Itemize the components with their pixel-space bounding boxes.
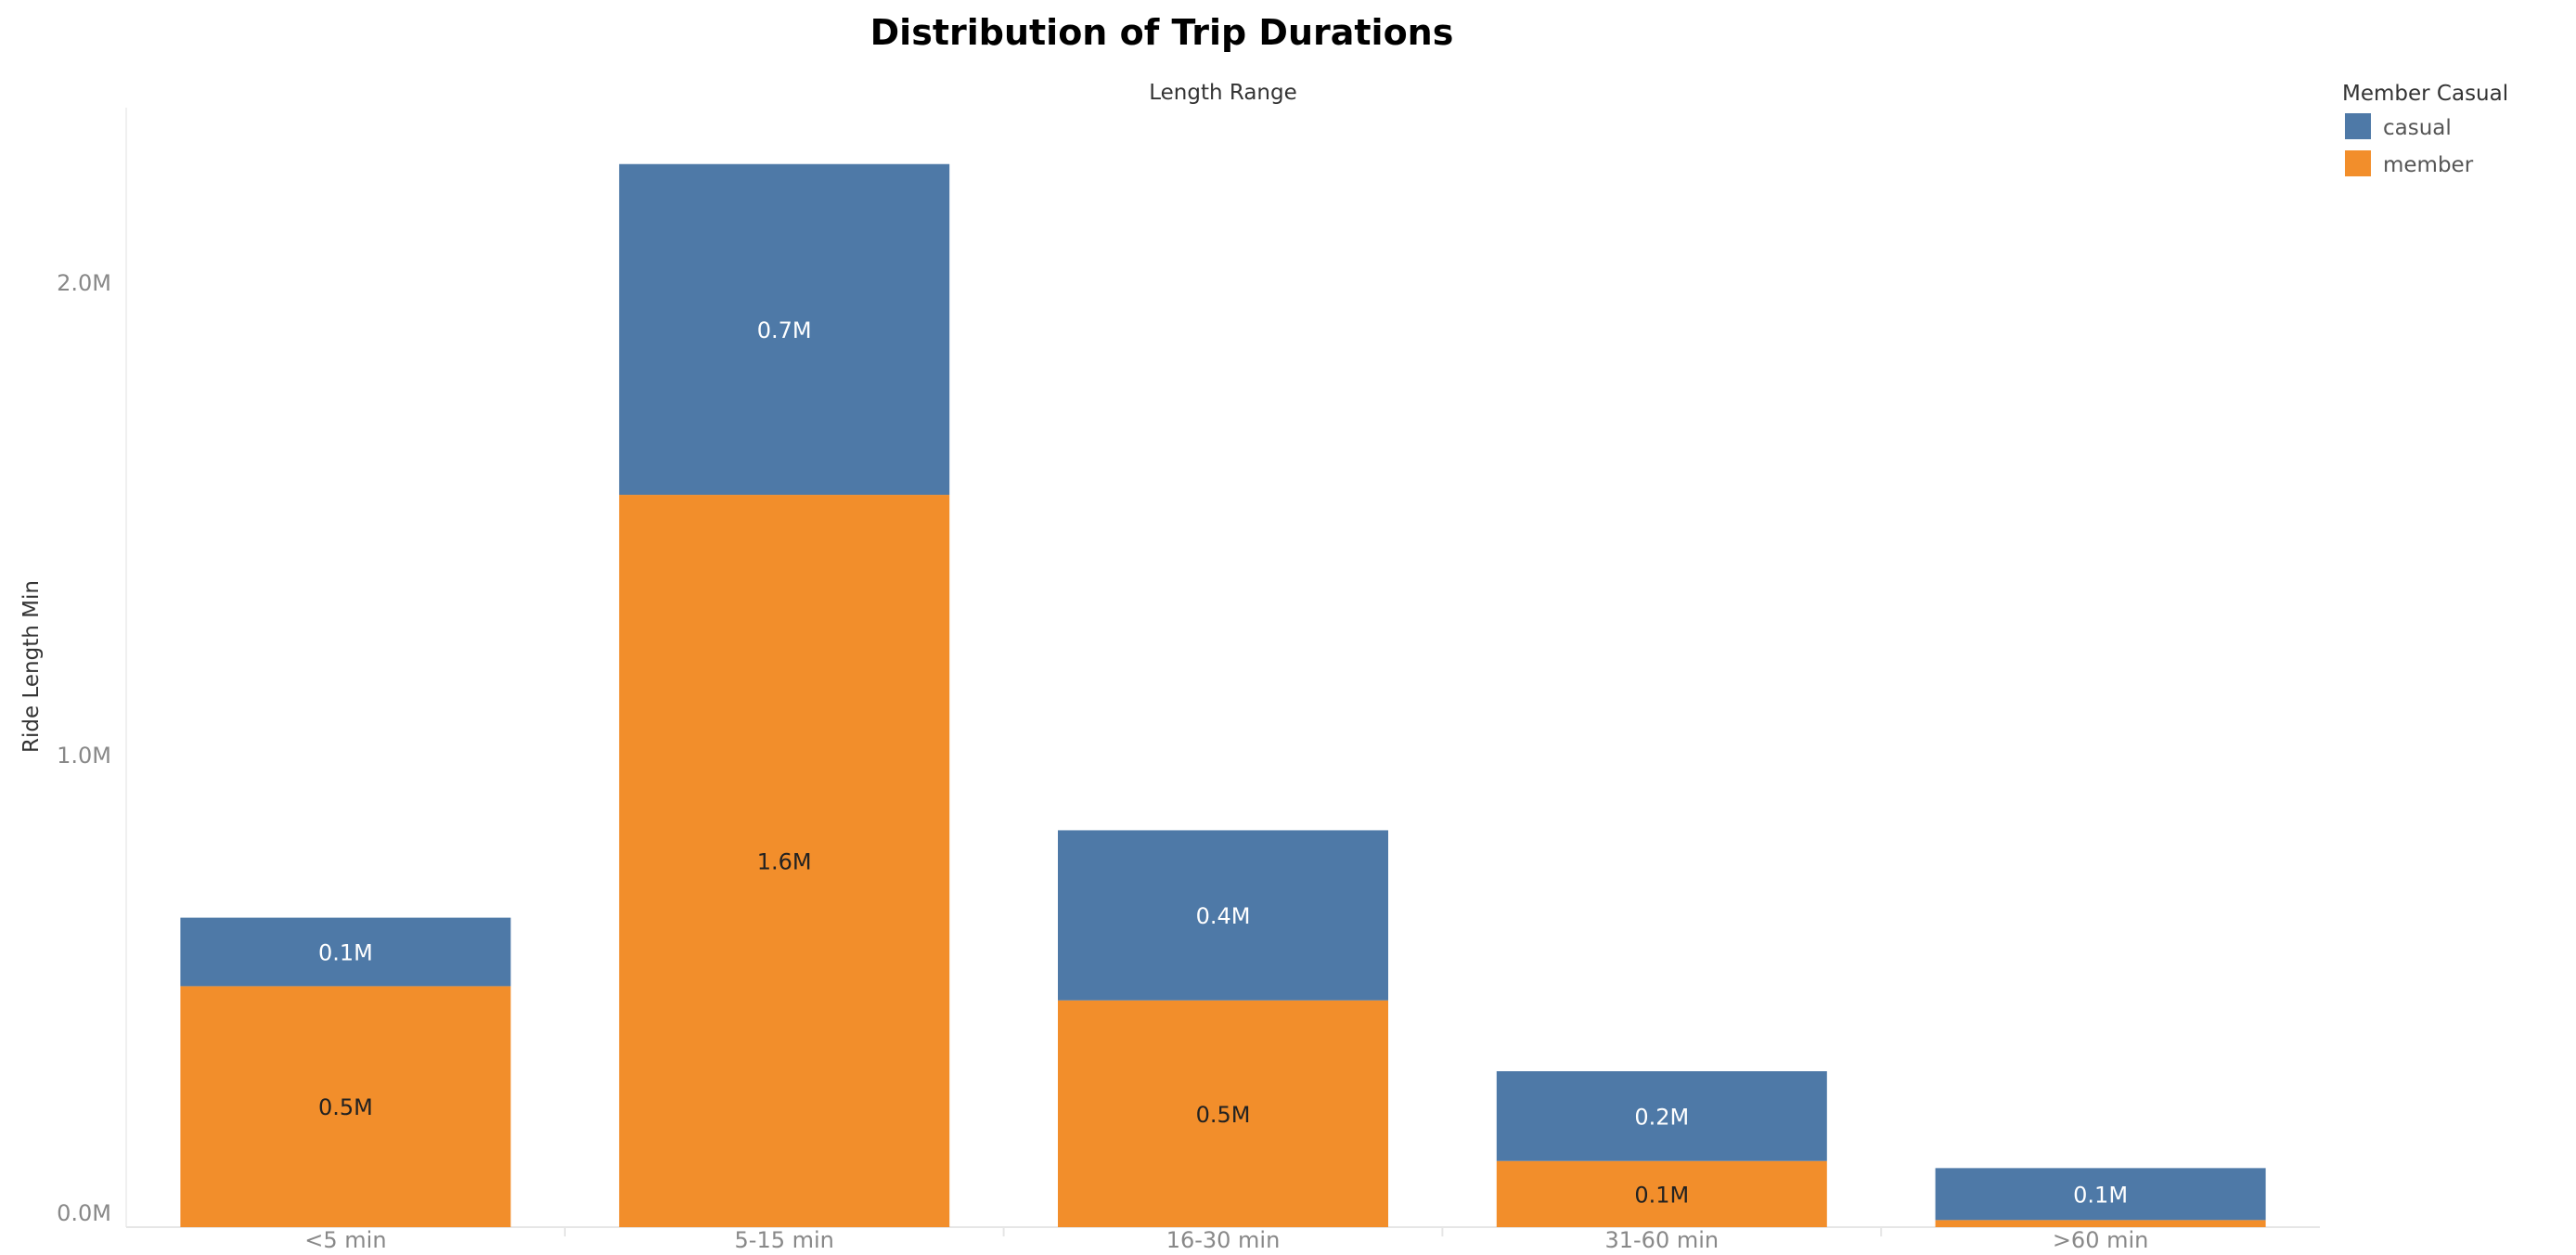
y-axis-title: Ride Length Min: [19, 580, 44, 753]
x-axis-title: Length Range: [1149, 81, 1297, 105]
legend: Member Casual casual member: [2342, 82, 2508, 177]
bar-segment-member[interactable]: [1058, 1000, 1388, 1227]
data-label: 0.1M: [1634, 1182, 1689, 1208]
x-tick-label: >60 min: [2053, 1227, 2149, 1253]
chart-title: Distribution of Trip Durations: [870, 12, 1454, 53]
bar-segment-casual[interactable]: [180, 917, 511, 987]
data-label: 0.5M: [1196, 1102, 1251, 1128]
bar-segment-casual[interactable]: [619, 163, 950, 496]
data-label: 0.2M: [1634, 1104, 1689, 1130]
legend-title: Member Casual: [2342, 82, 2508, 106]
bar-segment-member[interactable]: [1496, 1160, 1827, 1227]
data-label: 1.6M: [757, 849, 812, 875]
x-tick-label: 5-15 min: [735, 1227, 834, 1253]
legend-swatch-member[interactable]: [2345, 150, 2371, 176]
y-tick-label: 1.0M: [57, 743, 111, 769]
x-tick-label: 16-30 min: [1166, 1227, 1281, 1253]
legend-swatch-casual[interactable]: [2345, 113, 2371, 139]
bar-segment-member[interactable]: [180, 986, 511, 1227]
legend-label-member: member: [2383, 153, 2474, 177]
data-label: 0.4M: [1196, 903, 1251, 929]
bar-segment-casual[interactable]: [1935, 1168, 2266, 1221]
data-label: 0.5M: [318, 1094, 373, 1120]
bar-segment-casual[interactable]: [1058, 830, 1388, 1001]
plot-area: 0.0M 1.0M 2.0M 0.5M 0.1M <5 min 1.6M 0.7M 5-15 m…: [57, 108, 2320, 1253]
y-tick-label: 0.0M: [57, 1200, 111, 1226]
bar-segment-casual[interactable]: [1496, 1071, 1827, 1161]
data-label: 0.7M: [757, 317, 812, 343]
data-label: 0.1M: [2073, 1182, 2128, 1208]
bar-segment-member[interactable]: [619, 495, 950, 1227]
legend-label-casual: casual: [2383, 116, 2452, 140]
data-label: 0.1M: [318, 940, 373, 966]
bar-segment-member[interactable]: [1935, 1220, 2266, 1227]
y-tick-label: 2.0M: [57, 270, 111, 296]
x-tick-label: 31-60 min: [1604, 1227, 1719, 1253]
x-tick-label: <5 min: [304, 1227, 386, 1253]
